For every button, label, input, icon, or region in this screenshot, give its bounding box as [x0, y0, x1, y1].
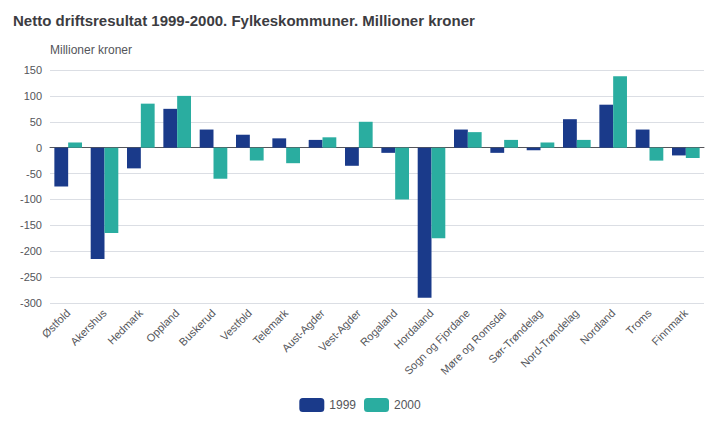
svg-text:-250: -250 — [20, 271, 42, 283]
svg-text:Nordland: Nordland — [577, 307, 617, 347]
svg-text:50: 50 — [30, 116, 42, 128]
svg-text:Millioner kroner: Millioner kroner — [50, 43, 132, 57]
svg-text:Nord-Trøndelag: Nord-Trøndelag — [518, 307, 581, 370]
svg-text:-200: -200 — [20, 245, 42, 257]
svg-text:Møre og Romsdal: Møre og Romsdal — [438, 307, 508, 377]
svg-text:Aust-Agder: Aust-Agder — [279, 306, 327, 355]
svg-text:1999: 1999 — [329, 398, 356, 412]
svg-text:Hedmark: Hedmark — [105, 306, 145, 346]
svg-text:Oppland: Oppland — [143, 306, 182, 345]
svg-text:Sør-Trøndelag: Sør-Trøndelag — [486, 306, 545, 366]
svg-text:-100: -100 — [20, 193, 42, 205]
svg-text:Vest-Agder: Vest-Agder — [316, 307, 363, 354]
svg-text:Telemark: Telemark — [250, 306, 291, 347]
svg-text:Hordaland: Hordaland — [391, 306, 436, 352]
svg-text:-50: -50 — [26, 168, 42, 180]
svg-text:Netto driftsresultat 1999-2000: Netto driftsresultat 1999-2000. Fylkesko… — [13, 12, 475, 29]
svg-text:Akershus: Akershus — [68, 306, 109, 347]
svg-text:Østfold: Østfold — [39, 307, 72, 340]
svg-text:0: 0 — [36, 142, 42, 154]
svg-text:150: 150 — [24, 64, 42, 76]
svg-text:Sogn og Fjordane: Sogn og Fjordane — [402, 307, 472, 377]
svg-text:Rogaland: Rogaland — [357, 306, 400, 349]
svg-text:Vestfold: Vestfold — [218, 307, 254, 343]
svg-text:-150: -150 — [20, 219, 42, 231]
svg-text:100: 100 — [24, 90, 42, 102]
svg-text:Buskerud: Buskerud — [176, 307, 217, 348]
svg-text:Finnmark: Finnmark — [649, 306, 690, 347]
svg-text:Troms: Troms — [624, 306, 655, 337]
svg-text:2000: 2000 — [394, 398, 421, 412]
svg-text:-300: -300 — [20, 297, 42, 309]
